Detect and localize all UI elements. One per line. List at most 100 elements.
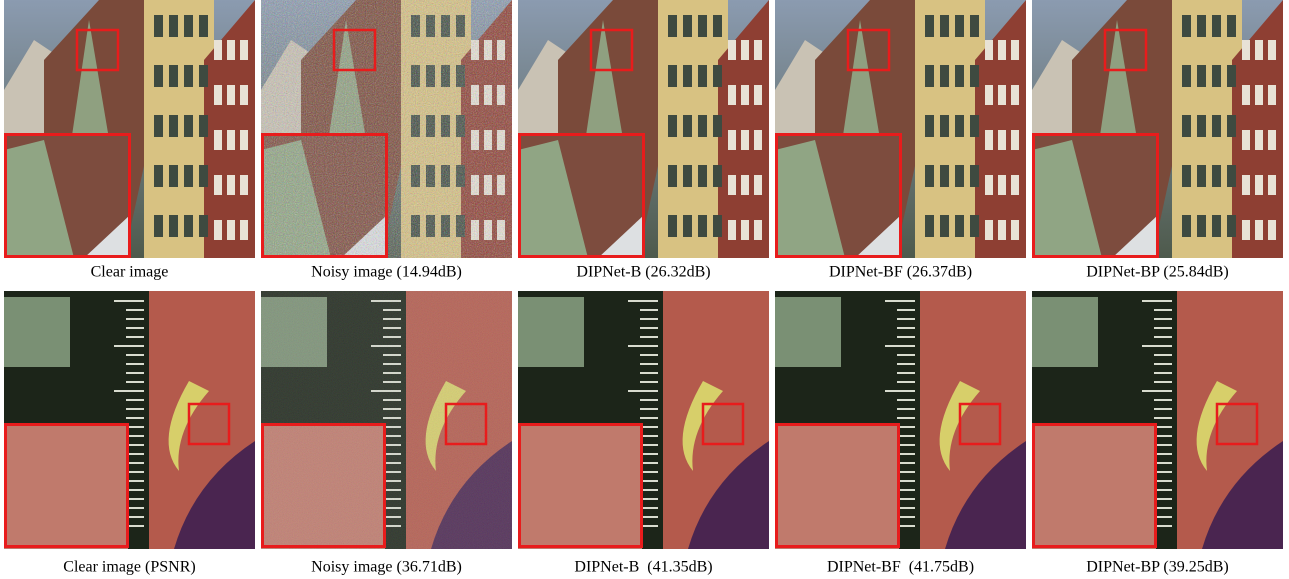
- window: [1011, 40, 1019, 60]
- window: [728, 130, 736, 150]
- window: [970, 215, 979, 237]
- window: [154, 15, 163, 37]
- window: [683, 15, 692, 37]
- window: [940, 165, 949, 187]
- window: [1197, 115, 1206, 137]
- window: [1212, 15, 1221, 37]
- window: [169, 215, 178, 237]
- window: [970, 65, 979, 87]
- window: [214, 85, 222, 105]
- window: [713, 165, 722, 187]
- caption: DIPNet-BP (39.25dB): [1086, 559, 1229, 576]
- green-square: [1032, 297, 1098, 367]
- window: [1268, 40, 1276, 60]
- window: [227, 175, 235, 195]
- window: [668, 15, 677, 37]
- window: [698, 215, 707, 237]
- image-panel: [775, 291, 1026, 549]
- window: [1255, 40, 1263, 60]
- window: [985, 130, 993, 150]
- window: [1268, 85, 1276, 105]
- window: [985, 85, 993, 105]
- window: [741, 175, 749, 195]
- window: [728, 220, 736, 240]
- window: [925, 115, 934, 137]
- window: [1242, 40, 1250, 60]
- caption: Clear image: [91, 264, 169, 281]
- window: [1268, 175, 1276, 195]
- window: [184, 15, 193, 37]
- window: [1182, 215, 1191, 237]
- window: [698, 165, 707, 187]
- window: [698, 15, 707, 37]
- window: [955, 15, 964, 37]
- caption: Noisy image (14.94dB): [311, 264, 462, 281]
- window: [683, 65, 692, 87]
- window: [240, 175, 248, 195]
- window: [184, 165, 193, 187]
- window: [214, 130, 222, 150]
- window: [955, 215, 964, 237]
- window: [713, 15, 722, 37]
- window: [214, 175, 222, 195]
- window: [754, 40, 762, 60]
- window: [240, 85, 248, 105]
- window: [940, 215, 949, 237]
- window: [754, 175, 762, 195]
- window: [985, 220, 993, 240]
- image-panel: [518, 0, 769, 258]
- window: [955, 115, 964, 137]
- window: [1227, 215, 1236, 237]
- window: [1268, 130, 1276, 150]
- window: [184, 215, 193, 237]
- window: [713, 115, 722, 137]
- window: [698, 65, 707, 87]
- window: [1255, 85, 1263, 105]
- window: [728, 40, 736, 60]
- window: [955, 165, 964, 187]
- window: [1255, 130, 1263, 150]
- window: [227, 40, 235, 60]
- image-panel: [775, 0, 1026, 258]
- window: [169, 65, 178, 87]
- window: [713, 65, 722, 87]
- window: [154, 65, 163, 87]
- window: [925, 15, 934, 37]
- image-panel: [261, 291, 512, 549]
- window: [214, 220, 222, 240]
- window: [998, 85, 1006, 105]
- window: [1268, 220, 1276, 240]
- window: [1182, 115, 1191, 137]
- window: [683, 215, 692, 237]
- window: [240, 220, 248, 240]
- window: [741, 220, 749, 240]
- window: [1197, 65, 1206, 87]
- window: [940, 65, 949, 87]
- window: [199, 65, 208, 87]
- window: [199, 215, 208, 237]
- green-square: [518, 297, 584, 367]
- window: [1212, 65, 1221, 87]
- window: [1011, 85, 1019, 105]
- window: [985, 40, 993, 60]
- green-square: [4, 297, 70, 367]
- window: [713, 215, 722, 237]
- window: [1197, 15, 1206, 37]
- window: [1227, 165, 1236, 187]
- window: [1011, 130, 1019, 150]
- window: [1242, 130, 1250, 150]
- window: [940, 15, 949, 37]
- window: [998, 220, 1006, 240]
- window: [970, 115, 979, 137]
- window: [240, 130, 248, 150]
- window: [754, 220, 762, 240]
- window: [1197, 215, 1206, 237]
- window: [668, 165, 677, 187]
- window: [1011, 175, 1019, 195]
- window: [668, 215, 677, 237]
- window: [925, 65, 934, 87]
- window: [754, 130, 762, 150]
- window: [1011, 220, 1019, 240]
- zoom-petal: [4, 423, 128, 549]
- window: [728, 85, 736, 105]
